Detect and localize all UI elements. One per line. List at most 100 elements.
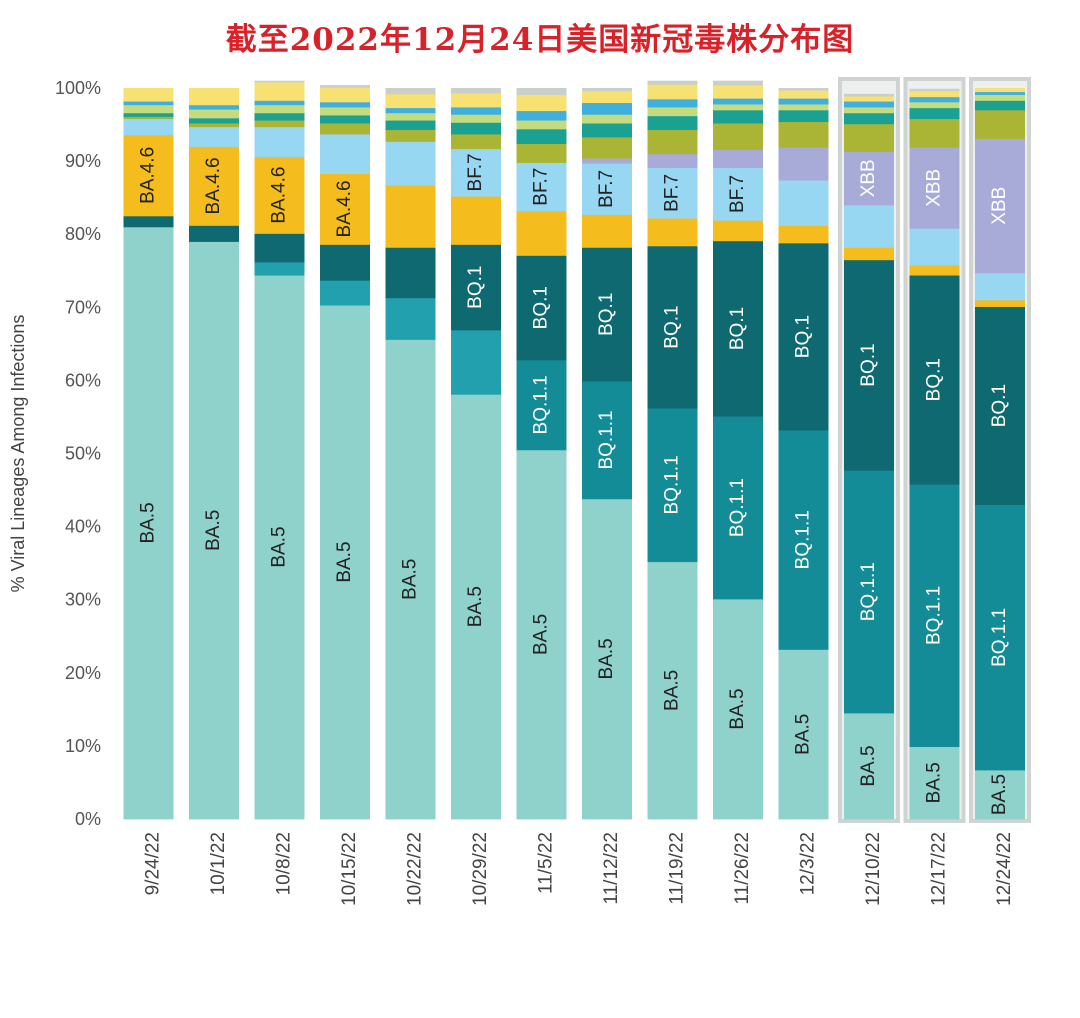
bar-segment <box>320 85 370 88</box>
bar-segment <box>647 129 698 155</box>
bar-segment <box>909 275 960 485</box>
bar-label: BQ.1 <box>465 266 486 309</box>
bar-label: BQ.1 <box>596 293 617 336</box>
bar-segment <box>713 220 763 242</box>
bar-segment <box>320 87 370 103</box>
bar-segment <box>451 244 501 331</box>
bar-label: BA.5 <box>269 526 290 567</box>
bar-segment <box>123 134 174 217</box>
bar-segment <box>320 173 370 245</box>
bar-segment <box>254 233 305 263</box>
bar-12-17-22 <box>909 88 960 820</box>
bars <box>123 80 1025 820</box>
bar-segment <box>844 713 894 820</box>
bar-segment <box>385 93 436 109</box>
bar-segment <box>516 143 567 163</box>
x-tick-label: 10/8/22 <box>274 832 295 895</box>
bar-segment <box>909 101 960 109</box>
bar-9-24-22 <box>123 88 174 820</box>
y-tick-label: 50% <box>65 444 101 464</box>
bar-segment <box>909 746 960 820</box>
bar-segment <box>844 470 894 714</box>
bar-label: BA.5 <box>138 502 159 543</box>
y-tick-label: 100% <box>55 78 101 98</box>
x-tick-label: 10/15/22 <box>339 832 360 906</box>
bar-label: BQ.1 <box>727 307 748 350</box>
bar-segment <box>320 123 370 135</box>
bar-segment <box>451 329 501 395</box>
bar-labels: BA.5 BA.5 BA.5 BA.5 BA.5 BA.5 BA.5 BA.5 BA.5 BA.5… <box>138 147 1011 815</box>
bar-segment <box>582 136 632 159</box>
bar-label: BQ.1.1 <box>989 608 1010 667</box>
bar-segment <box>582 247 632 382</box>
bar-segment <box>975 770 1025 820</box>
bar-segment <box>713 416 763 600</box>
bar-segment <box>451 134 501 150</box>
bar-segment <box>778 147 829 181</box>
bar-segment <box>385 107 436 114</box>
bar-segment <box>713 123 763 150</box>
x-tick-label: 11/12/22 <box>601 832 622 905</box>
bar-10-15-22 <box>320 85 370 820</box>
bar-label: BA.4.6 <box>138 147 159 204</box>
x-tick-label: 11/26/22 <box>732 832 753 905</box>
bar-segment <box>189 109 239 119</box>
bar-segment <box>516 120 567 130</box>
bar-label: BA.5 <box>531 614 552 655</box>
bar-segment <box>451 114 501 123</box>
x-tick-label: 10/1/22 <box>208 832 229 895</box>
x-tick-label: 12/24/22 <box>994 832 1015 906</box>
bar-segment <box>647 167 698 219</box>
bar-label: BQ.1.1 <box>858 562 879 621</box>
bar-segment <box>713 240 763 417</box>
bar-label: BA.5 <box>334 541 355 582</box>
bar-label: BA.5 <box>203 510 224 551</box>
bar-segment <box>909 228 960 266</box>
bar-label: BQ.1.1 <box>924 586 945 645</box>
bar-segment <box>778 109 829 123</box>
bar-label: BA.5 <box>400 559 421 600</box>
bar-segment <box>254 112 305 121</box>
bar-segment <box>909 88 960 92</box>
bar-segment <box>254 126 305 158</box>
bar-label: BQ.1 <box>989 384 1010 427</box>
bar-segment <box>909 96 960 103</box>
bar-segment <box>385 339 436 820</box>
bar-segment <box>189 225 239 242</box>
bar-segment <box>778 121 829 148</box>
bar-label: BQ.1 <box>858 343 879 386</box>
bar-segment <box>123 116 174 120</box>
bar-segment <box>582 498 632 820</box>
bar-segment <box>909 90 960 98</box>
bar-segment <box>778 225 829 244</box>
bar-segment <box>582 90 632 104</box>
bar-segment <box>123 104 174 114</box>
bar-label: BA.5 <box>793 714 814 755</box>
bar-10-22-22 <box>385 88 436 820</box>
bar-segment <box>451 93 501 108</box>
bar-segment <box>320 244 370 281</box>
bar-segment <box>713 80 763 86</box>
bar-segment <box>778 88 829 91</box>
bar-label: BF.7 <box>727 175 748 213</box>
bar-segment <box>975 109 1025 139</box>
bar-segment <box>189 88 239 106</box>
bar-segment <box>713 98 763 105</box>
bar-segment <box>254 261 305 276</box>
bar-segment <box>975 88 1025 93</box>
bar-label: XBB <box>858 159 879 197</box>
bar-segment <box>713 149 763 169</box>
bar-segment <box>647 218 698 247</box>
x-tick-label: 11/5/22 <box>536 832 557 894</box>
bar-segment <box>385 185 436 248</box>
bar-11-19-22 <box>647 80 698 820</box>
bar-segment <box>844 107 894 114</box>
bar-segment <box>320 305 370 820</box>
bar-segment <box>713 598 763 820</box>
bar-segment <box>123 215 174 228</box>
bar-label: BQ.1 <box>924 358 945 401</box>
bar-segment <box>778 430 829 650</box>
bar-segment <box>385 129 436 142</box>
bar-segment <box>516 449 567 820</box>
y-tick-label: 30% <box>65 590 101 610</box>
